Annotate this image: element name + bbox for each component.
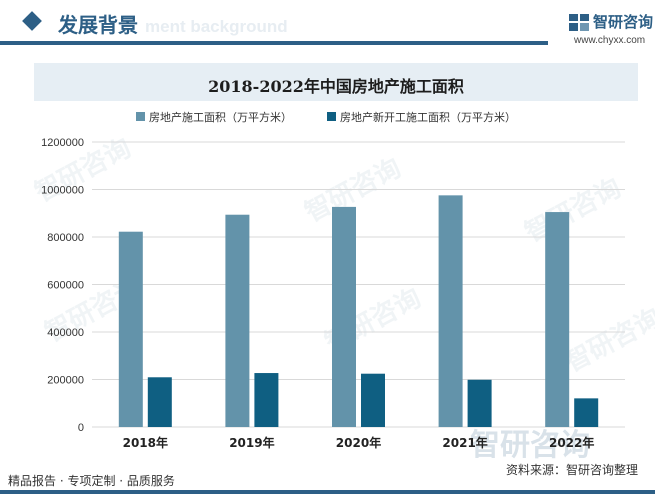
brand-url: www.chyxx.com	[574, 35, 646, 46]
bar	[438, 195, 463, 427]
brand-logo-icon	[569, 14, 589, 31]
bar	[467, 379, 492, 427]
bar	[545, 212, 570, 427]
bar	[574, 398, 599, 427]
footer-bar	[0, 490, 655, 494]
header-divider	[0, 41, 548, 45]
source-note: 资料来源：智研咨询整理	[506, 463, 639, 477]
legend-swatch	[327, 112, 336, 121]
x-tick-label: 2019年	[229, 435, 274, 450]
y-tick-label: 1200000	[41, 137, 84, 149]
x-tick-label: 2018年	[123, 435, 168, 450]
y-tick-label: 200000	[47, 375, 84, 387]
x-tick-label: 2022年	[549, 435, 594, 450]
y-tick-label: 400000	[47, 327, 84, 339]
bar	[361, 373, 385, 427]
x-tick-label: 2021年	[442, 435, 487, 450]
y-tick-label: 1000000	[41, 185, 84, 197]
y-tick-label: 800000	[47, 232, 84, 244]
legend-label: 房地产施工面积（万平方米）	[149, 110, 292, 124]
section-title: 发展背景	[58, 13, 138, 37]
chart-title: 2018-2022年中国房地产施工面积	[208, 77, 464, 96]
brand-name: 智研咨询	[593, 13, 654, 31]
header: ment background 发展背景 智研咨询 www.chyxx.com	[0, 0, 655, 46]
chart-title-band: 2018-2022年中国房地产施工面积	[34, 63, 638, 101]
bar	[254, 373, 279, 427]
legend-swatch	[136, 112, 145, 121]
y-tick-label: 600000	[47, 280, 84, 292]
y-tick-label: 0	[78, 422, 84, 434]
bar	[147, 377, 172, 427]
bar	[225, 214, 250, 427]
section-title-ghost: ment background	[145, 17, 288, 36]
bar	[118, 231, 143, 427]
bar	[332, 206, 356, 427]
legend-label: 房地产新开工施工面积（万平方米）	[340, 110, 516, 124]
x-tick-label: 2020年	[336, 435, 381, 450]
footer-tagline: 精品报告 · 专项定制 · 品质服务	[8, 474, 175, 488]
